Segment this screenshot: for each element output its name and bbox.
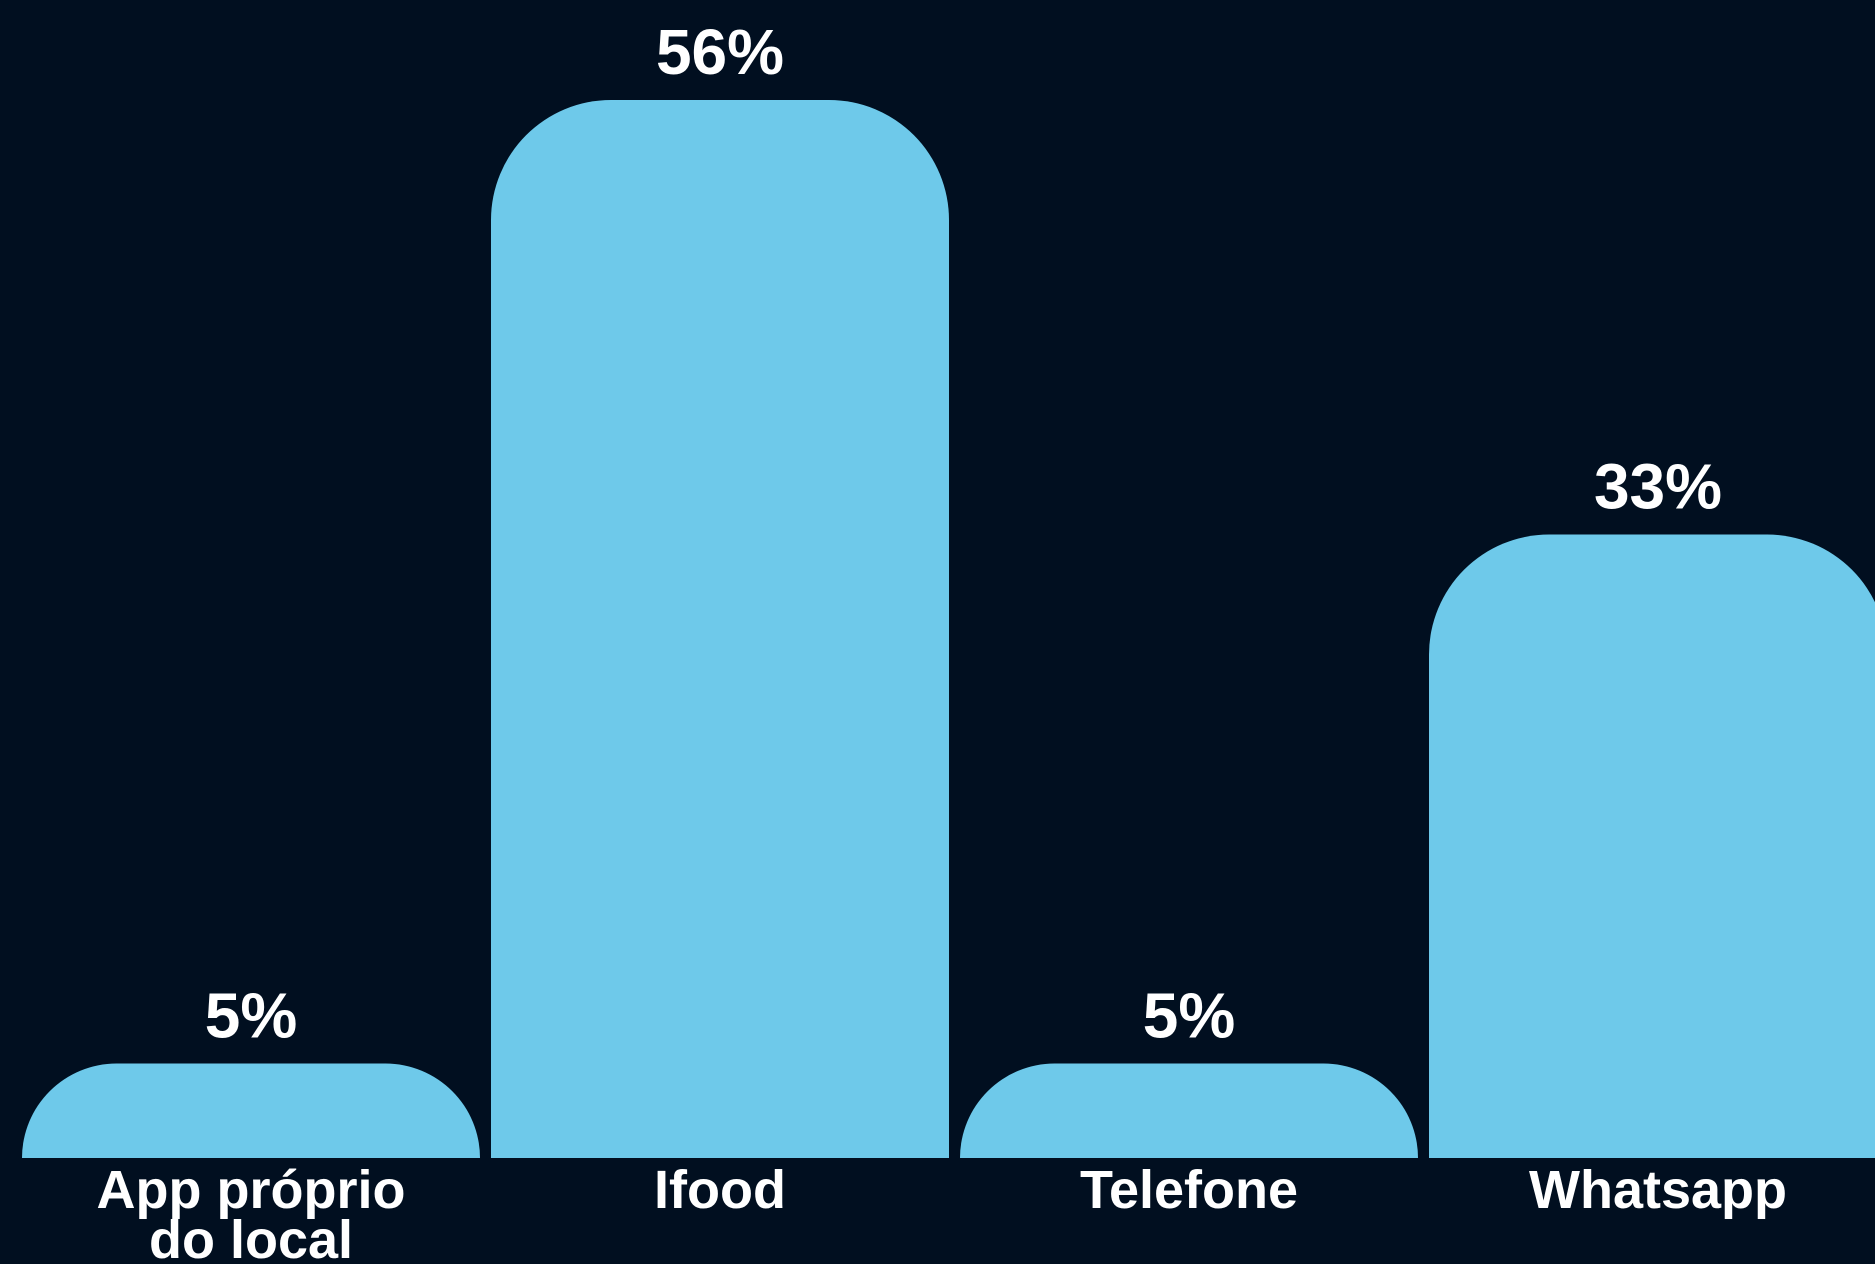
data-label-2: 5%	[1143, 980, 1236, 1052]
data-label-3: 33%	[1594, 451, 1722, 523]
category-label-1-line-0: Ifood	[654, 1160, 786, 1220]
bar-2	[960, 1063, 1418, 1158]
category-label-0-line-0: App próprio	[97, 1160, 406, 1220]
data-label-1: 56%	[656, 16, 784, 88]
category-label-2-line-0: Telefone	[1080, 1160, 1298, 1220]
data-labels-group: 5% 56% 5% 33%	[205, 16, 1722, 1052]
bar-1	[491, 100, 949, 1158]
bar-3	[1429, 534, 1875, 1158]
category-labels-group: App próprio do local Ifood Telefone Whatsapp	[97, 1160, 1787, 1264]
category-label-0-line-1: do local	[149, 1210, 353, 1264]
category-label-1: Ifood	[654, 1160, 786, 1220]
category-label-3-line-0: Whatsapp	[1529, 1160, 1787, 1220]
category-label-0: App próprio do local	[97, 1160, 406, 1264]
category-label-2: Telefone	[1080, 1160, 1298, 1220]
bars-group	[22, 100, 1875, 1159]
bar-0	[22, 1063, 480, 1159]
category-label-3: Whatsapp	[1529, 1160, 1787, 1220]
data-label-0: 5%	[205, 980, 298, 1052]
